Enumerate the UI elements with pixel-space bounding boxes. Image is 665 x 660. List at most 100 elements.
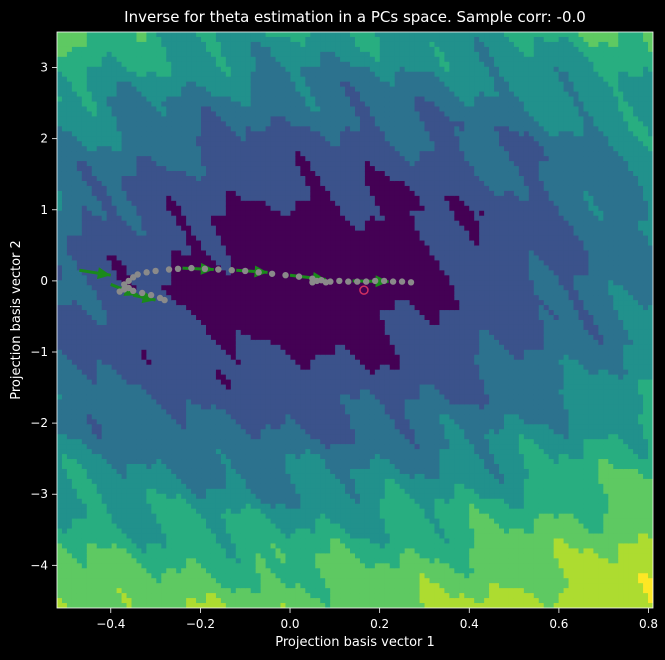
contour-cell <box>260 310 267 316</box>
contour-cell <box>106 419 113 425</box>
contour-cell <box>146 329 152 336</box>
contour-cell <box>86 280 93 286</box>
contour-cell <box>171 131 177 137</box>
contour-cell <box>201 603 207 608</box>
contour-cell <box>240 464 247 470</box>
contour-cell <box>210 459 217 465</box>
contour-cell <box>156 334 162 341</box>
contour-cell <box>71 305 78 311</box>
contour-cell <box>96 141 103 147</box>
contour-cell <box>116 449 123 455</box>
contour-cell <box>265 32 272 38</box>
contour-cell <box>166 558 172 564</box>
contour-cell <box>151 136 157 142</box>
contour-cell <box>230 285 237 291</box>
contour-cell <box>116 503 123 510</box>
contour-cell <box>230 354 237 361</box>
contour-cell <box>161 180 167 187</box>
contour-cell <box>225 478 232 485</box>
contour-cell <box>201 280 207 286</box>
contour-cell <box>230 205 237 212</box>
contour-cell <box>206 389 212 396</box>
contour-cell <box>186 51 192 58</box>
contour-cell <box>196 36 202 43</box>
contour-cell <box>245 255 252 262</box>
contour-cell <box>76 180 83 187</box>
contour-cell <box>245 414 252 420</box>
contour-cell <box>181 603 187 608</box>
contour-cell <box>111 235 118 242</box>
contour-cell <box>240 215 247 222</box>
contour-cell <box>230 543 237 550</box>
contour-cell <box>166 171 172 177</box>
contour-cell <box>191 195 197 202</box>
contour-cell <box>196 593 202 599</box>
contour-cell <box>230 548 237 554</box>
contour-cell <box>255 553 262 559</box>
contour-cell <box>91 523 98 530</box>
contour-cell <box>91 583 98 589</box>
contour-cell <box>235 275 242 281</box>
contour-cell <box>146 195 152 202</box>
contour-cell <box>171 295 177 301</box>
contour-cell <box>235 320 242 326</box>
contour-cell <box>215 498 222 505</box>
contour-cell <box>81 180 88 187</box>
contour-cell <box>171 255 177 262</box>
contour-cell <box>81 141 88 147</box>
contour-cell <box>131 195 138 202</box>
contour-cell <box>131 116 138 122</box>
contour-cell <box>111 439 118 445</box>
contour-cell <box>156 424 162 430</box>
contour-cell <box>91 245 98 252</box>
contour-cell <box>71 468 78 475</box>
contour-cell <box>215 389 222 396</box>
contour-cell <box>206 161 212 167</box>
contour-cell <box>220 364 227 371</box>
contour-cell <box>181 81 187 88</box>
contour-cell <box>265 161 272 167</box>
contour-cell <box>176 146 182 152</box>
contour-cell <box>245 528 252 535</box>
contour-cell <box>166 578 172 584</box>
contour-cell <box>201 588 207 594</box>
contour-cell <box>255 578 262 584</box>
contour-cell <box>136 478 143 485</box>
contour-cell <box>81 498 88 505</box>
contour-cell <box>240 255 247 262</box>
contour-cell <box>61 71 68 78</box>
contour-cell <box>76 503 83 510</box>
contour-cell <box>76 32 83 38</box>
contour-cell <box>111 41 118 48</box>
contour-cell <box>96 61 103 68</box>
contour-cell <box>206 36 212 43</box>
contour-cell <box>191 171 197 177</box>
contour-cell <box>250 473 257 480</box>
contour-cell <box>176 210 182 217</box>
contour-cell <box>81 260 88 266</box>
contour-cell <box>161 493 167 500</box>
contour-cell <box>66 290 73 296</box>
contour-cell <box>235 523 242 530</box>
contour-cell <box>215 603 222 608</box>
contour-cell <box>106 439 113 445</box>
contour-cell <box>66 528 73 535</box>
contour-cell <box>141 161 147 167</box>
contour-cell <box>225 439 232 445</box>
contour-cell <box>71 36 78 43</box>
contour-cell <box>126 41 133 48</box>
contour-cell <box>81 493 88 500</box>
contour-cell <box>71 533 78 540</box>
contour-cell <box>210 334 217 341</box>
contour-cell <box>71 478 78 485</box>
contour-cell <box>176 225 182 232</box>
contour-cell <box>57 409 63 415</box>
contour-cell <box>230 429 237 435</box>
contour-cell <box>235 503 242 510</box>
contour-cell <box>126 528 133 535</box>
contour-cell <box>151 225 157 232</box>
contour-cell <box>86 96 93 103</box>
contour-cell <box>71 434 78 440</box>
contour-cell <box>171 305 177 311</box>
contour-cell <box>196 151 202 157</box>
